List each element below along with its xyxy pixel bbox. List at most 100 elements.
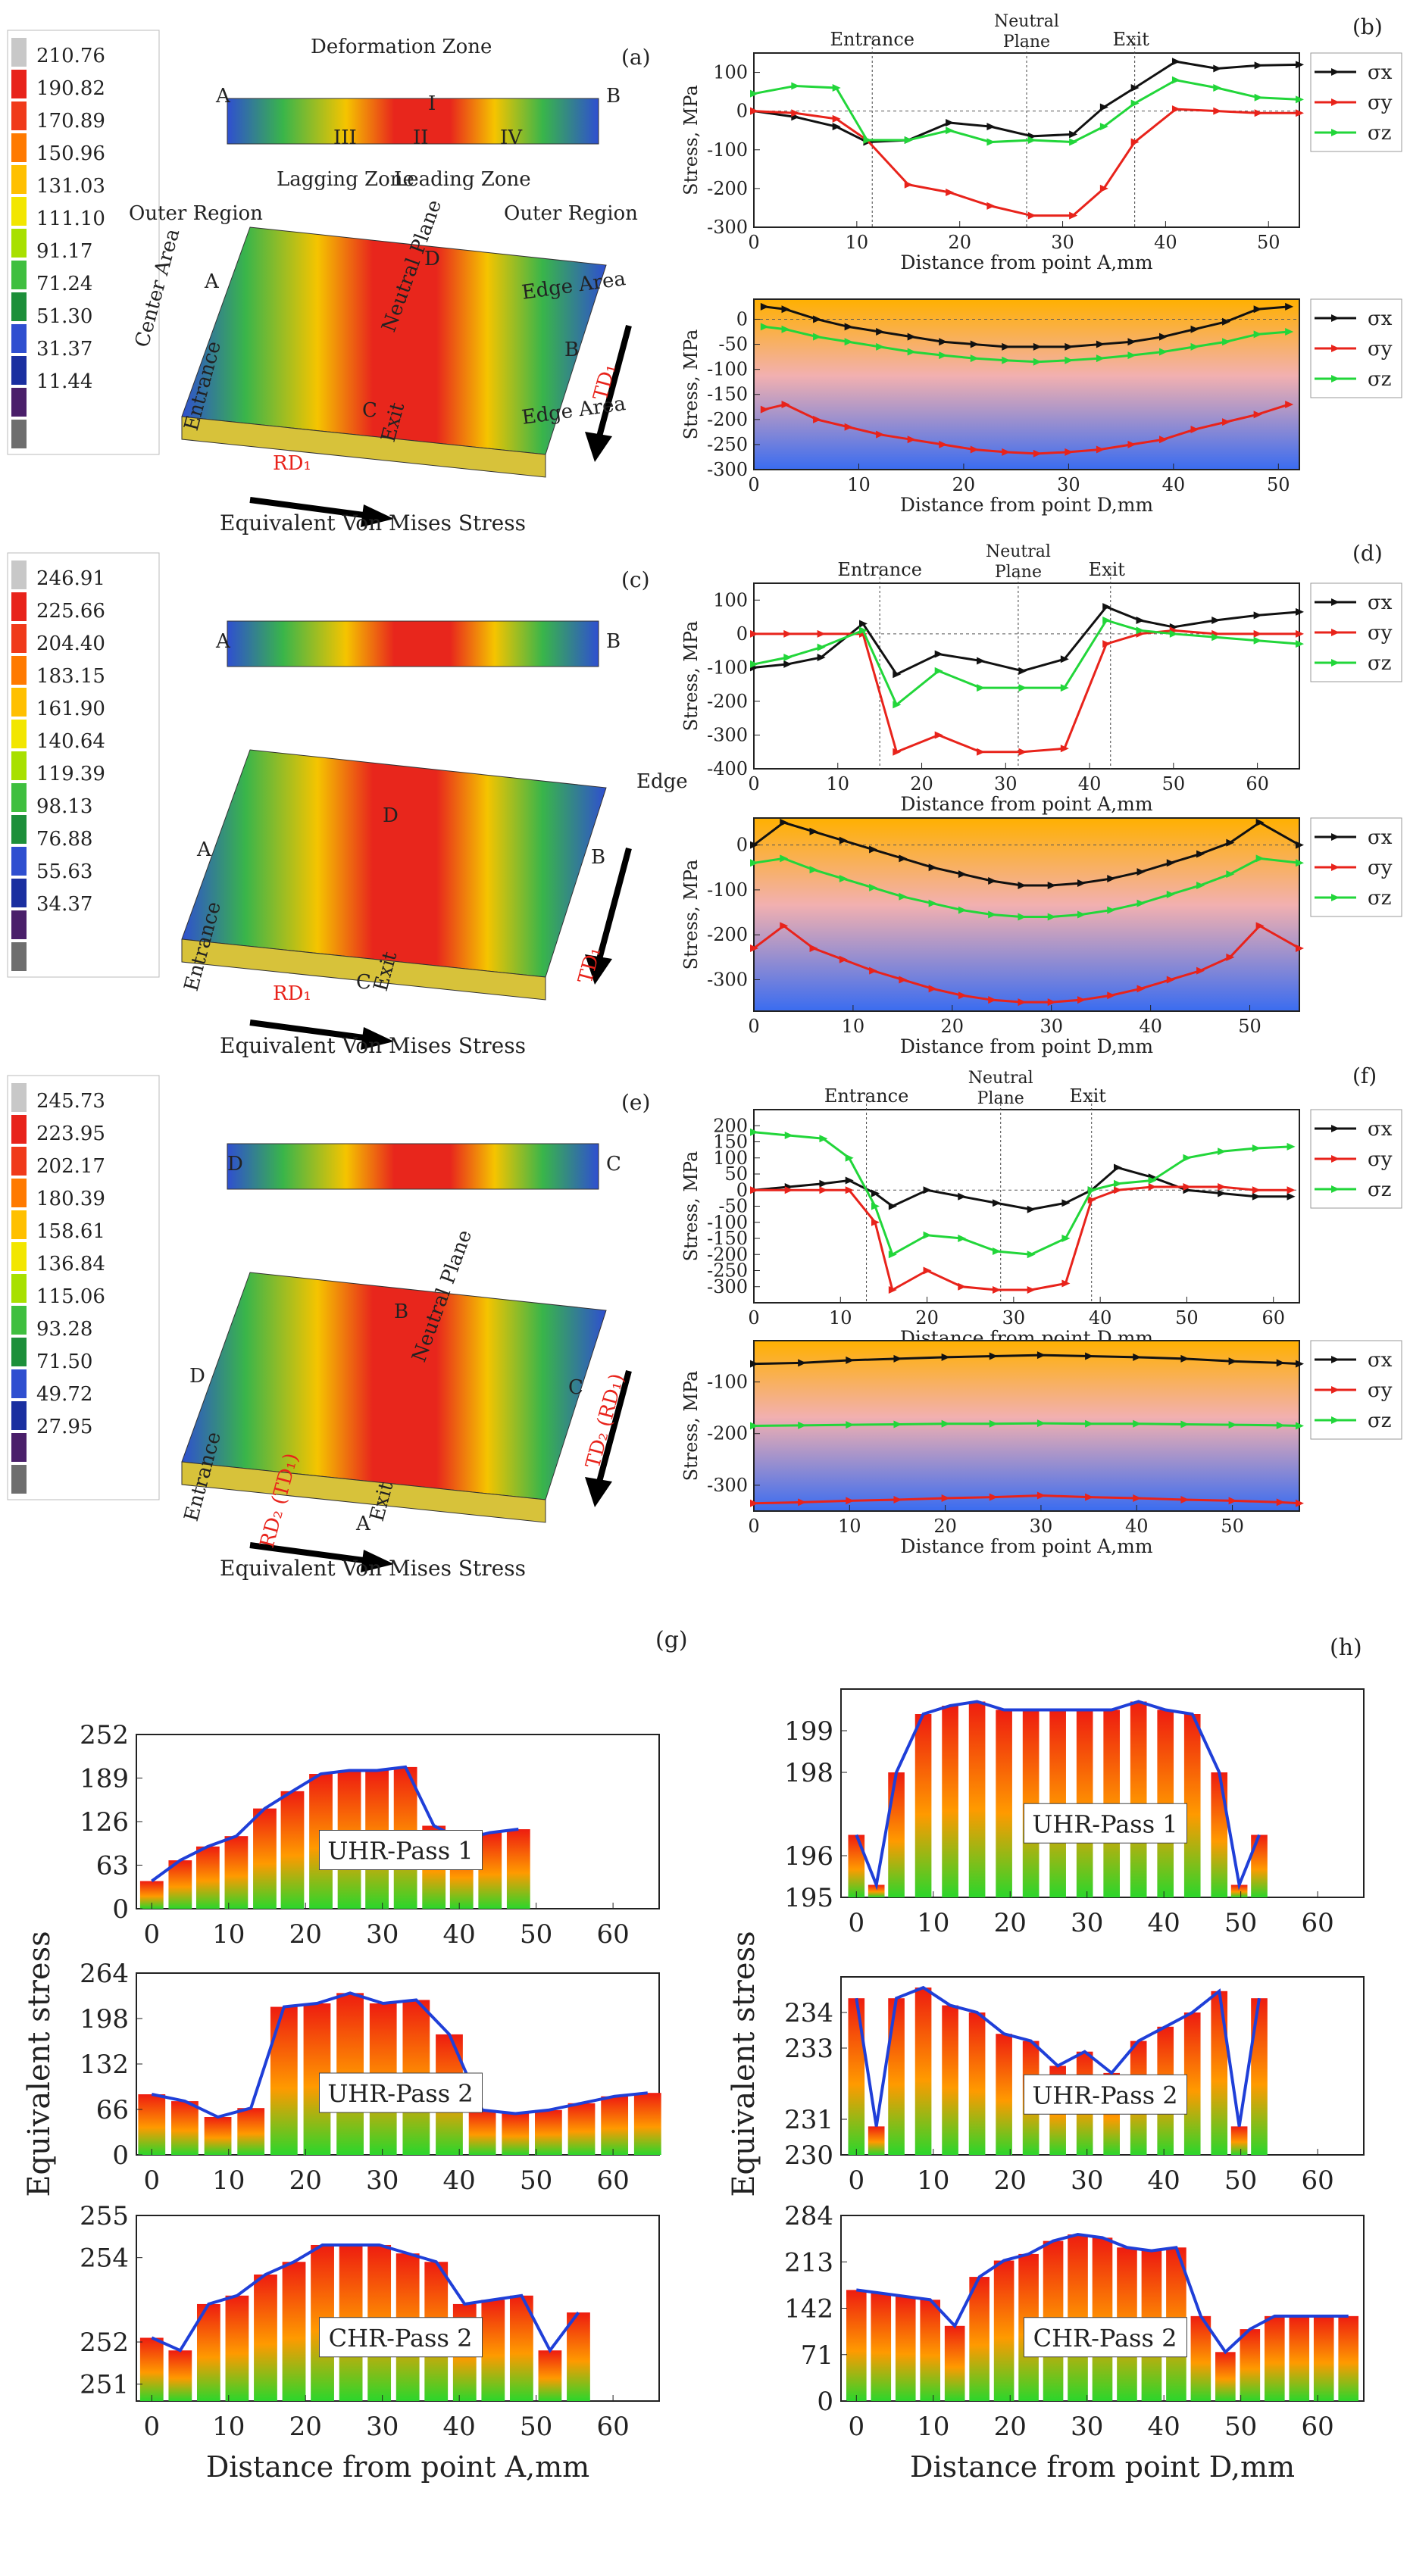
bar	[1215, 2352, 1236, 2401]
legend-swatch	[11, 1242, 27, 1271]
data-point	[939, 338, 948, 346]
y-axis-label: Stress, MPa	[680, 1371, 702, 1482]
bar	[253, 1808, 277, 1909]
y-tick-label: -150	[707, 1228, 748, 1249]
data-point	[1027, 1251, 1036, 1259]
legend-label: σy	[1368, 92, 1393, 114]
annotation-text: A	[215, 630, 231, 653]
legend-marker	[1331, 1356, 1340, 1363]
data-point	[1002, 342, 1011, 351]
bar	[168, 1860, 192, 1909]
bar	[868, 2126, 885, 2155]
legend-swatch	[11, 1433, 27, 1462]
y-tick-label: 251	[80, 2370, 129, 2400]
legend-swatch	[11, 1274, 27, 1303]
data-point	[899, 892, 908, 901]
annotation-text: A	[204, 270, 220, 293]
chart-d-top: 0 10 20 30 40 50 60 -400 -300 -200 -100 0 100 Distanc…	[680, 542, 1402, 815]
legend-marker	[1331, 598, 1340, 606]
data-point	[888, 1251, 897, 1259]
x-tick-label: 50	[520, 1919, 552, 1950]
x-tick-label: 40	[1089, 1307, 1112, 1329]
x-tick-label: 20	[289, 2412, 322, 2442]
data-point	[928, 863, 937, 872]
y-tick-label: -100	[707, 657, 748, 678]
data-point	[839, 875, 848, 883]
series-label-box	[1024, 2317, 1187, 2358]
x-axis-label: Distance from point A,mm	[206, 2450, 589, 2484]
series-line-σz	[764, 325, 1290, 364]
legend-marker	[1331, 863, 1340, 871]
data-point	[904, 136, 913, 144]
series-label: UHR-Pass 2	[1032, 2081, 1177, 2109]
legend-label: σz	[1368, 652, 1391, 675]
y-axis-label: Stress, MPa	[680, 329, 702, 440]
bar	[481, 2300, 505, 2401]
x-tick-label: 50	[520, 2165, 552, 2196]
data-point	[798, 1421, 807, 1429]
bar	[871, 2293, 892, 2401]
data-point	[1002, 448, 1011, 456]
data-point	[1226, 870, 1235, 879]
annotation-text: IV	[500, 126, 523, 149]
legend-label: σz	[1368, 887, 1391, 910]
data-point	[970, 445, 979, 454]
data-point	[846, 1497, 855, 1505]
data-point	[1296, 629, 1304, 638]
data-point	[1061, 1199, 1071, 1207]
legend-value: 76.88	[36, 828, 92, 851]
annotation-text: B	[394, 1300, 408, 1323]
data-point	[941, 1419, 950, 1428]
chart-h3: 0 10 20 30 40 50 60 0 71 142 213 284 CHR-Pass 2	[784, 2201, 1365, 2442]
data-point	[1255, 818, 1265, 826]
y-tick-label: 0	[817, 2387, 833, 2417]
data-point	[1296, 944, 1304, 952]
series-line-σy	[764, 403, 1290, 455]
data-point	[1190, 426, 1199, 434]
data-point	[1285, 400, 1294, 408]
legend-label: σy	[1368, 338, 1393, 361]
td-arrowhead	[585, 1477, 612, 1507]
data-point	[904, 180, 913, 189]
data-point	[988, 996, 997, 1004]
data-point	[1228, 1357, 1237, 1366]
series-line-σx	[764, 305, 1290, 348]
zone-label: Neutral	[986, 542, 1051, 561]
data-point	[750, 89, 758, 98]
data-point	[783, 629, 793, 638]
cross-section	[227, 620, 599, 667]
y-tick-label: -100	[707, 1212, 748, 1233]
bar	[280, 1791, 305, 1909]
data-point	[907, 348, 916, 356]
y-tick-label: -300	[707, 969, 748, 990]
y-tick-label: 0	[736, 623, 748, 645]
x-tick-label: 20	[952, 474, 976, 495]
data-point	[1171, 105, 1180, 114]
data-point	[1252, 1186, 1261, 1194]
legend-swatch	[11, 388, 27, 417]
y-tick-label: 0	[736, 308, 748, 329]
data-point	[923, 1186, 932, 1194]
data-point	[934, 731, 943, 739]
y-tick-label: -100	[707, 359, 748, 380]
y-tick-label: 230	[784, 2140, 833, 2171]
data-point	[750, 1360, 758, 1368]
legend-value: 98.13	[36, 795, 92, 818]
y-tick-label: -200	[707, 924, 748, 945]
legend-marker	[1331, 345, 1340, 352]
legend-swatch	[11, 356, 27, 385]
data-point	[750, 629, 758, 638]
annotation-text: C	[568, 1376, 583, 1399]
x-tick-label: 30	[1051, 232, 1074, 253]
data-point	[783, 660, 793, 668]
data-point	[1255, 854, 1265, 863]
data-point	[760, 323, 769, 331]
legend-marker	[1331, 129, 1340, 136]
data-point	[888, 1286, 897, 1294]
cross-section	[227, 98, 599, 145]
data-point	[1077, 910, 1086, 919]
zone-label: Neutral	[994, 12, 1059, 31]
td-arrowhead	[585, 432, 612, 462]
x-tick-label: 10	[847, 474, 871, 495]
data-point	[1060, 684, 1069, 692]
